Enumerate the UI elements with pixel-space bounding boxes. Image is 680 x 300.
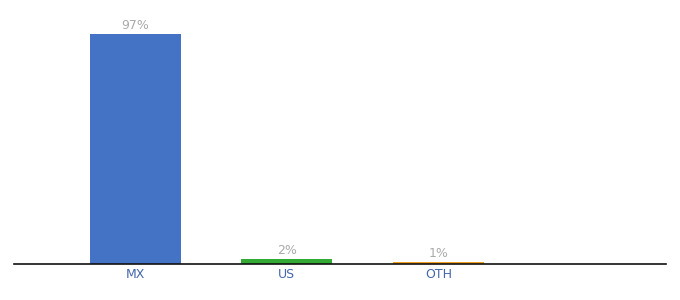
- Bar: [393, 262, 484, 264]
- Bar: [90, 34, 181, 264]
- Text: 97%: 97%: [121, 19, 149, 32]
- Bar: [241, 259, 333, 264]
- Text: 1%: 1%: [429, 247, 449, 260]
- Text: 2%: 2%: [277, 244, 296, 257]
